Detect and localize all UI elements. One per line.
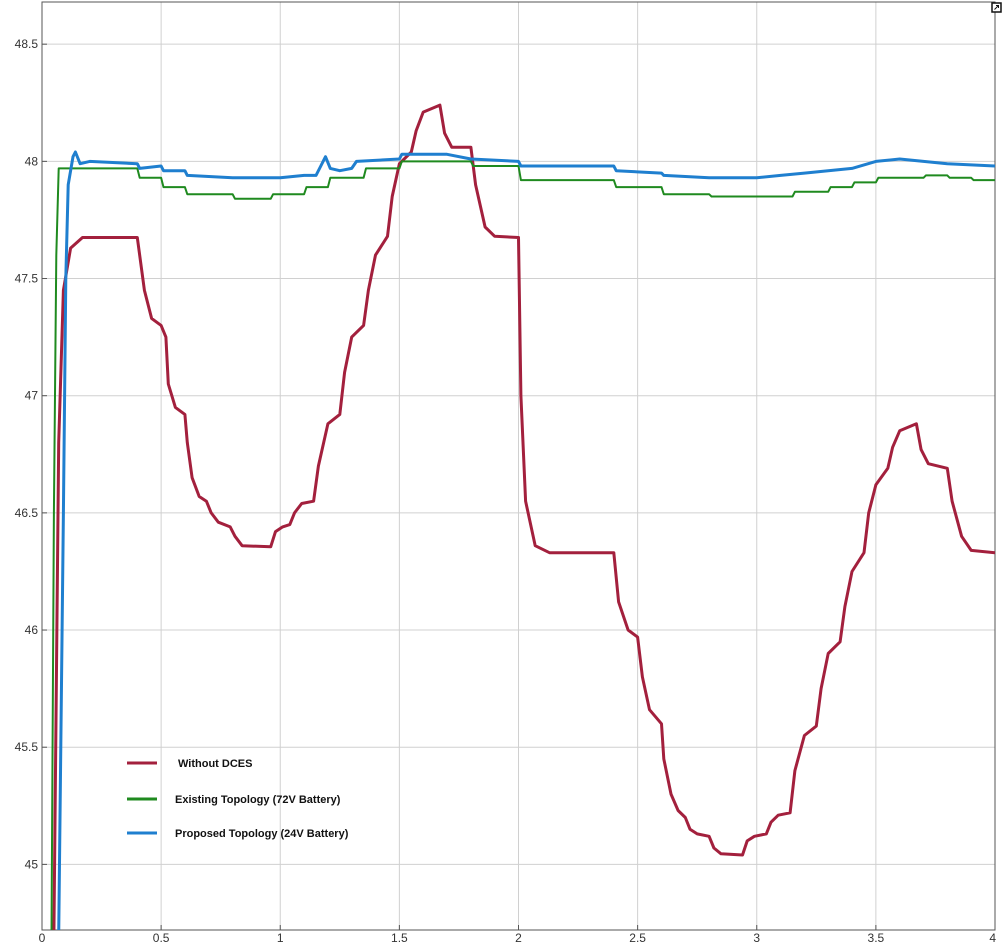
- x-tick-label: 0: [39, 931, 46, 943]
- y-tick-label: 47.5: [15, 272, 39, 286]
- y-tick-label: 47: [25, 389, 39, 403]
- y-tick-label: 45: [25, 857, 39, 871]
- x-tick-label: 2: [515, 931, 522, 943]
- x-tick-label: 3: [753, 931, 760, 943]
- x-tick-label: 1.5: [391, 931, 408, 943]
- x-tick-label: 3.5: [868, 931, 885, 943]
- x-tick-label: 0.5: [153, 931, 170, 943]
- legend-label: Existing Topology (72V Battery): [175, 794, 341, 806]
- legend-label: Proposed Topology (24V Battery): [175, 828, 349, 840]
- x-tick-label: 2.5: [629, 931, 646, 943]
- expand-axes-icon[interactable]: [992, 3, 1001, 12]
- y-tick-label: 46.5: [15, 506, 39, 520]
- y-tick-label: 46: [25, 623, 39, 637]
- x-tick-label: 4: [989, 931, 996, 943]
- y-tick-label: 48.5: [15, 37, 39, 51]
- legend-label: Without DCES: [178, 758, 252, 770]
- y-tick-label: 48: [25, 154, 39, 168]
- x-tick-label: 1: [277, 931, 284, 943]
- y-tick-label: 45.5: [15, 740, 39, 754]
